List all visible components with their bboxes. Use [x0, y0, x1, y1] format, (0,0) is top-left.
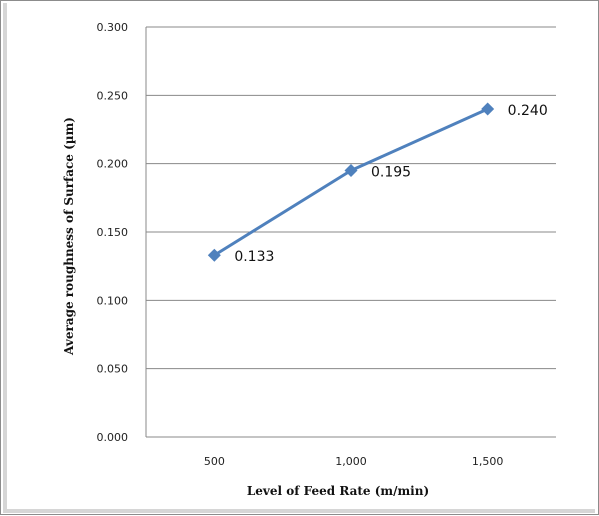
y-tick-label: 0.000: [97, 431, 129, 444]
y-tick-label: 0.250: [97, 89, 129, 102]
x-tick-label: 1,500: [472, 455, 504, 468]
x-axis-title: Level of Feed Rate (m/min): [247, 484, 429, 498]
data-point-marker: [481, 102, 495, 116]
y-tick-label: 0.100: [97, 294, 129, 307]
x-tick-label: 500: [204, 455, 225, 468]
y-axis-title: Average roughness of Surface (µm): [62, 117, 76, 356]
y-tick-label: 0.200: [97, 158, 129, 171]
data-point-marker: [344, 164, 358, 177]
y-tick-label: 0.050: [97, 363, 129, 376]
y-tick-label: 0.300: [97, 21, 129, 34]
x-tick-label: 1,000: [335, 455, 367, 468]
x-axis-tick-labels: 500 1,000 1,500: [204, 455, 504, 468]
data-label: 0.195: [371, 165, 411, 181]
data-label: 0.133: [234, 249, 274, 265]
y-tick-label: 0.150: [97, 226, 129, 239]
data-point-marker: [207, 248, 221, 262]
series-group: 0.133 0.195 0.240: [207, 102, 548, 265]
y-axis-tick-labels: 0.000 0.050 0.100 0.150 0.200 0.250 0.300: [97, 21, 129, 444]
series-line: [213, 107, 489, 257]
data-label: 0.240: [508, 103, 548, 119]
gridlines: [145, 26, 556, 438]
